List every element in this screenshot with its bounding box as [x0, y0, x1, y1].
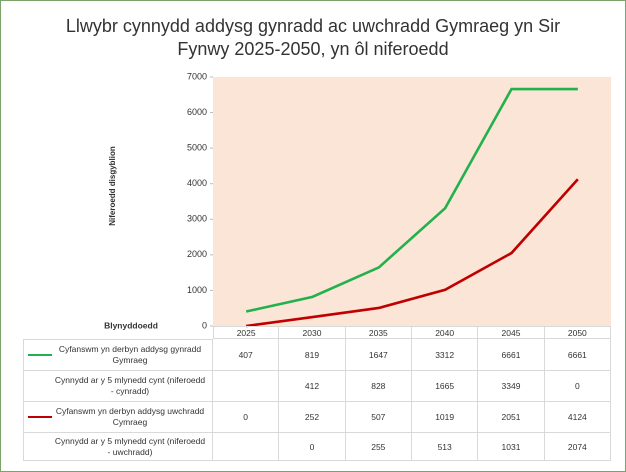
table-cell: 1665 — [412, 371, 479, 402]
series-line — [245, 87, 578, 313]
table-cell: 6661 — [544, 339, 611, 371]
column-header: 2035 — [345, 326, 412, 339]
column-header: 2040 — [412, 326, 479, 339]
table-cell: 819 — [279, 339, 346, 371]
table-cell: 1647 — [345, 339, 412, 371]
table-cell: 3312 — [412, 339, 479, 371]
y-tick-label: 1000 — [187, 285, 207, 295]
table-cell: 0 — [213, 402, 280, 433]
table-cell: 828 — [345, 371, 412, 402]
plot-area — [213, 77, 611, 326]
table-cell: 2051 — [478, 402, 545, 433]
row-header: Cynnydd ar y 5 mlynedd cynt (niferoedd -… — [23, 433, 213, 461]
table-cell — [213, 371, 280, 402]
table-cell: 252 — [279, 402, 346, 433]
row-header: Cyfanswm yn derbyn addysg uwchradd Cymra… — [23, 402, 213, 433]
y-tick-label: 0 — [202, 320, 207, 330]
chart-title: Llwybr cynnydd addysg gynradd ac uwchrad… — [65, 16, 561, 59]
table-cell: 513 — [412, 433, 479, 461]
table-cell: 1019 — [412, 402, 479, 433]
y-axis-label: Niferoedd disgyblion — [108, 146, 117, 226]
table-cell: 0 — [544, 371, 611, 402]
table-cell: 0 — [279, 433, 346, 461]
table-cell: 2074 — [544, 433, 611, 461]
y-tick-label: 3000 — [187, 214, 207, 224]
y-tick-label: 6000 — [187, 107, 207, 117]
table-cell: 255 — [345, 433, 412, 461]
column-header: 2030 — [279, 326, 346, 339]
table-cell: 1031 — [478, 433, 545, 461]
table-cell: 407 — [213, 339, 280, 371]
table-cell: 4124 — [544, 402, 611, 433]
y-tick-label: 5000 — [187, 143, 207, 153]
x-axis-label: Blynyddoedd — [104, 320, 158, 330]
table-cell: 6661 — [478, 339, 545, 371]
y-tick-label: 7000 — [187, 71, 207, 81]
table-cell: 412 — [279, 371, 346, 402]
row-header: Cynnydd ar y 5 mlynedd cynt (niferoedd -… — [23, 371, 213, 402]
column-header: 2050 — [544, 326, 611, 339]
y-tick-label: 4000 — [187, 178, 207, 188]
table-cell: 507 — [345, 402, 412, 433]
column-header: 2025 — [213, 326, 280, 339]
row-header: Cyfanswm yn derbyn addysg gynradd Gymrae… — [23, 339, 213, 371]
legend-key — [28, 354, 52, 356]
table-cell — [213, 433, 280, 461]
y-tick-label: 2000 — [187, 249, 207, 259]
series-line — [245, 178, 579, 328]
legend-key — [28, 416, 52, 418]
table-cell: 3349 — [478, 371, 545, 402]
column-header: 2045 — [478, 326, 545, 339]
